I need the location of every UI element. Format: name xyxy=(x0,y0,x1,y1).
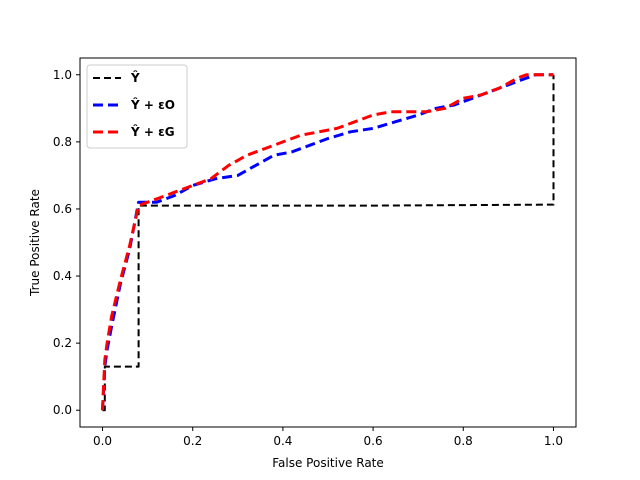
legend-box xyxy=(86,64,188,149)
x-tick-label: 0.6 xyxy=(364,434,383,448)
legend: Ŷ Ŷ + εO Ŷ + εG xyxy=(86,64,188,149)
y-tick-label: 1.0 xyxy=(53,68,72,82)
y-tick-label: 0.0 xyxy=(53,403,72,417)
y-tick-label: 0.6 xyxy=(53,202,72,216)
plot-frame xyxy=(79,57,577,428)
y-axis-label: True Positive Rate xyxy=(28,189,42,297)
series-layer xyxy=(101,73,555,412)
x-tick-label: 0.2 xyxy=(183,434,202,448)
legend-label-y-hat-plus-eps-o: Ŷ + εO xyxy=(130,97,175,112)
x-tick-label: 0.8 xyxy=(454,434,473,448)
x-tick-label: 1.0 xyxy=(544,434,563,448)
legend-label-y-hat-plus-eps-g: Ŷ + εG xyxy=(130,124,175,139)
y-tick-label: 0.8 xyxy=(53,135,72,149)
legend-label-y-hat: Ŷ xyxy=(130,70,140,85)
x-axis-label: False Positive Rate xyxy=(272,456,384,470)
series-line-y-hat-plus-eps-g xyxy=(101,73,554,411)
y-tick-label: 0.4 xyxy=(53,269,72,283)
x-tick-label: 0.0 xyxy=(93,434,112,448)
axes-layer: 0.0 0.2 0.4 0.6 0.8 1.0 0.0 0.2 0.4 0.6 0.8 1.0 xyxy=(53,57,577,448)
x-tick-label: 0.4 xyxy=(273,434,292,448)
series-line-y-hat xyxy=(102,74,555,412)
y-tick-label: 0.2 xyxy=(53,336,72,350)
